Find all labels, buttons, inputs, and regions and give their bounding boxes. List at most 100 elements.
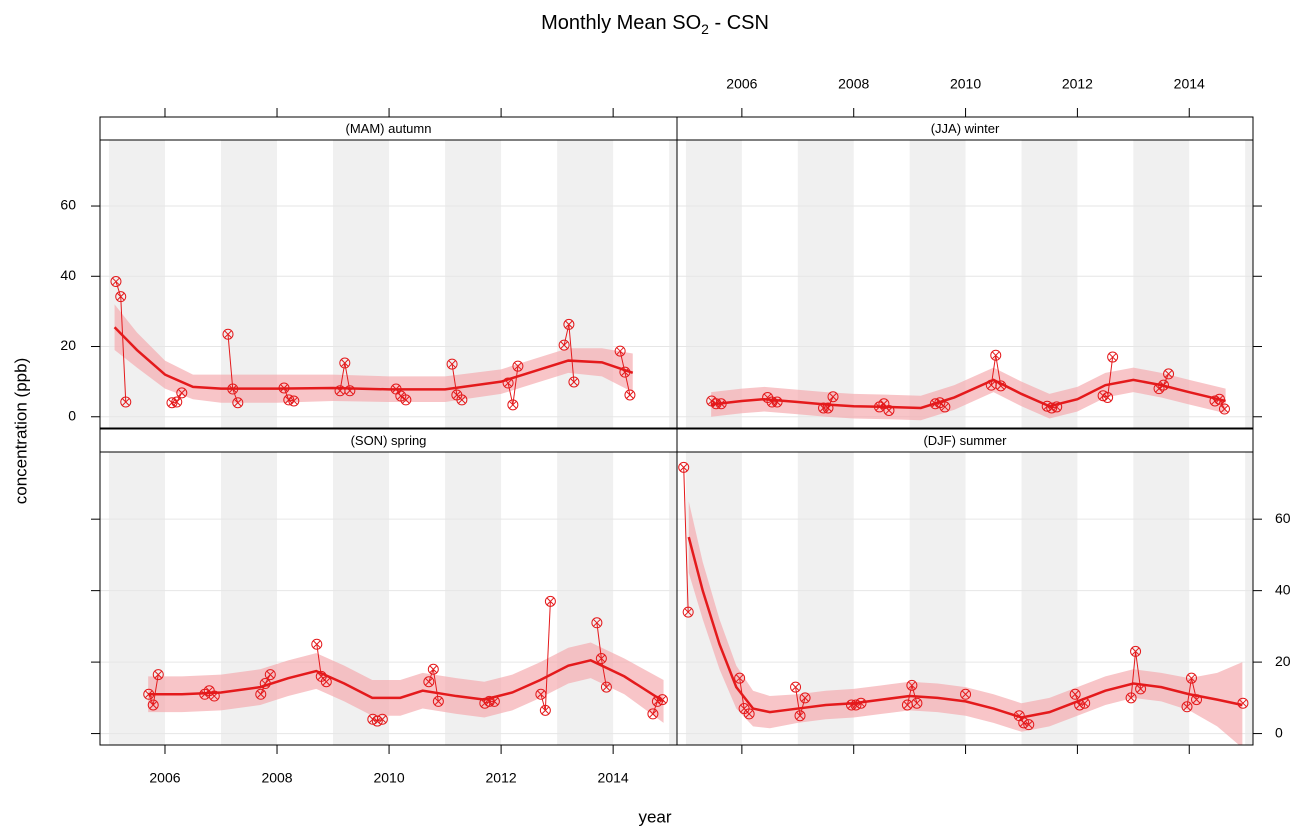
data-point xyxy=(591,617,603,629)
point-cross xyxy=(312,640,321,649)
data-point xyxy=(1102,391,1114,403)
point-circle xyxy=(1097,390,1109,402)
point-circle xyxy=(563,318,575,330)
connector xyxy=(232,388,239,403)
confidence-band xyxy=(711,367,1226,421)
point-cross xyxy=(996,382,1005,390)
point-cross xyxy=(908,681,916,690)
point-cross xyxy=(885,406,893,415)
connector xyxy=(906,685,913,706)
point-cross xyxy=(857,699,865,708)
point-cross xyxy=(987,381,996,390)
point-circle xyxy=(1218,403,1230,415)
data-point xyxy=(1069,688,1081,700)
point-circle xyxy=(568,376,580,388)
point-cross xyxy=(1220,405,1229,413)
connector xyxy=(1163,373,1170,386)
data-point xyxy=(446,358,458,370)
data-point xyxy=(264,669,276,681)
data-point xyxy=(600,681,612,693)
x-tick-label: 2008 xyxy=(261,770,292,786)
data-point xyxy=(595,653,607,665)
data-point xyxy=(1125,692,1137,704)
point-circle xyxy=(1051,401,1063,413)
point-cross xyxy=(402,396,410,404)
data-point xyxy=(1135,683,1147,695)
point-circle xyxy=(539,704,551,716)
y-tick-label: 40 xyxy=(1275,581,1291,597)
year-shade xyxy=(1245,452,1253,745)
point-circle xyxy=(110,276,122,288)
data-point xyxy=(176,387,188,399)
data-point xyxy=(1107,351,1119,363)
data-point xyxy=(822,402,834,414)
point-cross xyxy=(172,398,181,406)
point-circle xyxy=(208,690,220,702)
data-point xyxy=(255,688,267,700)
data-point xyxy=(678,461,690,473)
point-circle xyxy=(320,676,332,688)
data-point xyxy=(232,397,244,409)
data-point xyxy=(488,695,500,707)
point-cross xyxy=(903,701,912,709)
point-circle xyxy=(990,349,1002,361)
point-circle xyxy=(227,383,239,395)
point-circle xyxy=(512,360,524,372)
connector xyxy=(619,350,626,373)
point-cross xyxy=(961,690,970,699)
data-point xyxy=(222,328,234,340)
point-circle xyxy=(591,617,603,629)
data-point xyxy=(1130,645,1142,657)
point-cross xyxy=(1192,695,1201,704)
data-point xyxy=(432,695,444,707)
data-point xyxy=(960,688,972,700)
point-circle xyxy=(400,394,412,406)
x-tick-label: 2012 xyxy=(486,770,517,786)
data-point xyxy=(208,690,220,702)
data-point xyxy=(339,357,351,369)
connector xyxy=(596,622,602,659)
point-cross xyxy=(233,398,242,407)
connector xyxy=(827,396,834,409)
point-circle xyxy=(960,688,972,700)
point-circle xyxy=(1074,699,1086,711)
connector xyxy=(260,683,266,695)
point-cross xyxy=(1136,685,1145,693)
year-shade xyxy=(108,140,165,428)
point-cross xyxy=(684,608,693,616)
point-circle xyxy=(152,669,164,681)
point-cross xyxy=(256,690,265,699)
data-point xyxy=(558,339,570,351)
point-cross xyxy=(991,351,1000,360)
data-point xyxy=(656,694,668,706)
data-point xyxy=(115,291,127,303)
year-shade xyxy=(909,140,966,428)
plot-area xyxy=(677,140,1253,428)
data-point xyxy=(1218,403,1230,415)
connector xyxy=(512,366,519,405)
point-cross xyxy=(1052,403,1061,411)
point-cross xyxy=(322,677,331,686)
point-circle xyxy=(734,672,746,684)
connector xyxy=(1135,651,1142,689)
point-circle xyxy=(1069,688,1081,700)
data-point xyxy=(288,395,300,407)
point-cross xyxy=(658,695,667,704)
point-circle xyxy=(995,380,1007,392)
point-cross xyxy=(266,670,275,679)
data-point xyxy=(344,385,356,397)
point-cross xyxy=(570,378,578,386)
point-cross xyxy=(154,670,163,679)
point-cross xyxy=(1215,395,1224,404)
data-point xyxy=(1191,694,1203,706)
year-shade xyxy=(1021,140,1078,428)
point-circle xyxy=(939,401,951,413)
data-point xyxy=(502,377,514,389)
point-cross xyxy=(1239,699,1247,708)
point-circle xyxy=(790,681,802,693)
point-cross xyxy=(546,597,555,606)
point-circle xyxy=(595,653,607,665)
point-circle xyxy=(232,397,244,409)
point-cross xyxy=(717,399,726,408)
point-cross xyxy=(504,379,512,387)
